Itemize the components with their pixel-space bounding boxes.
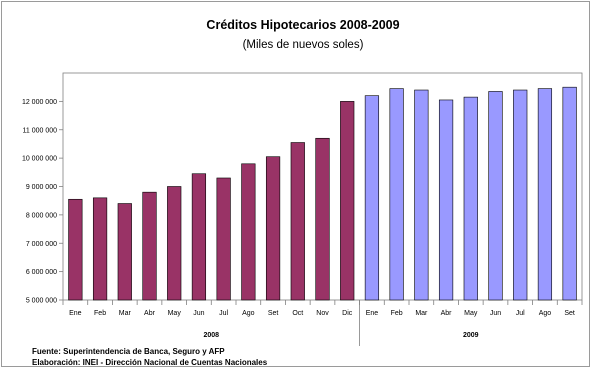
elaboration-note: Elaboración: INEI - Dirección Nacional d… (32, 358, 268, 367)
chart-title: Créditos Hipotecarios 2008-2009 (206, 18, 399, 32)
bar-2009-jun (488, 91, 503, 301)
x-tick-label: Feb (391, 310, 403, 317)
bar-2008-dic (340, 101, 355, 301)
x-tick-label: Mar (119, 310, 132, 317)
bar-2009-ago (537, 88, 553, 301)
x-tick-label: Abr (144, 310, 156, 317)
y-tick-label: 6 000 000 (26, 269, 57, 276)
bar-2009-jul (513, 89, 528, 301)
y-axis: 5 000 000 6 000 000 7 000 000 8 000 000 9 00… (22, 99, 63, 305)
bar-2009-feb (389, 88, 404, 301)
bar-2009-may (463, 96, 478, 301)
year-label-2008: 2008 (203, 332, 219, 339)
bar-2009-mar (414, 89, 429, 301)
x-tick-label: Ago (242, 310, 255, 317)
bars (68, 86, 577, 301)
x-tick-label: Dic (342, 310, 353, 317)
x-tick-label: Jul (219, 310, 228, 317)
bar-2009-abr (438, 99, 454, 301)
chart-subtitle: (Miles de nuevos soles) (243, 39, 364, 51)
bar-2008-feb (92, 197, 108, 301)
bar-2008-ago (241, 163, 256, 301)
x-tick-label: Oct (292, 310, 303, 317)
bar-2009-ene (364, 95, 380, 301)
x-tick-label: Abr (441, 310, 453, 317)
bar-2008-jun (191, 173, 207, 301)
x-tick-label: Jun (193, 310, 204, 317)
bar-2008-jul (216, 177, 231, 301)
bar-2009-set (562, 86, 577, 301)
y-tick-label: 8 000 000 (26, 212, 57, 219)
x-tick-label: May (464, 310, 478, 317)
bar-2008-set (265, 156, 281, 301)
x-tick-label: Jul (516, 310, 525, 317)
x-axis: Ene Feb Mar Abr May Jun Jul Ago Set Oct Nov Dic Ene F… (62, 300, 583, 346)
x-tick-label: Jun (490, 310, 501, 317)
bar-2008-nov (315, 137, 330, 301)
x-tick-label: Nov (316, 310, 329, 317)
y-tick-label: 11 000 000 (22, 127, 57, 134)
y-tick-label: 10 000 000 (22, 156, 57, 163)
source-note: Fuente: Superintendencia de Banca, Segur… (32, 347, 225, 356)
bar-2008-abr (142, 191, 157, 301)
y-tick-label: 5 000 000 (26, 298, 57, 305)
x-tick-label: Set (268, 310, 279, 317)
x-tick-label: Mar (415, 310, 428, 317)
y-tick-label: 9 000 000 (26, 184, 57, 191)
y-tick-label: 12 000 000 (22, 99, 57, 106)
x-tick-label: Ene (366, 310, 379, 317)
x-tick-label: Ene (69, 310, 82, 317)
x-tick-label: Feb (94, 310, 106, 317)
bar-2008-may (167, 186, 182, 301)
x-tick-label: Set (564, 310, 575, 317)
bar-2008-oct (290, 142, 305, 301)
year-label-2009: 2009 (463, 332, 479, 339)
y-tick-label: 7 000 000 (26, 241, 57, 248)
x-tick-label: Ago (539, 310, 552, 317)
bar-2008-ene (68, 198, 83, 301)
bar-2008-mar (117, 203, 132, 301)
x-tick-label: May (168, 310, 182, 317)
